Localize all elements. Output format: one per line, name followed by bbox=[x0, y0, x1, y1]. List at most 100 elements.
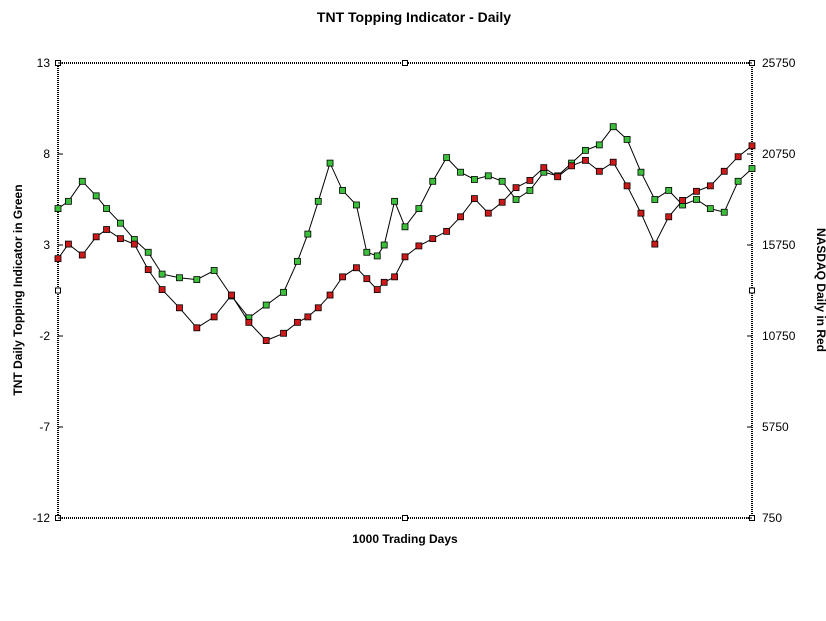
data-point bbox=[294, 318, 301, 326]
data-point bbox=[92, 233, 100, 241]
data-point bbox=[568, 162, 575, 170]
data-point bbox=[623, 182, 631, 190]
data-point bbox=[609, 158, 617, 166]
data-point bbox=[457, 168, 464, 176]
left-axis: 13 8 3 -2 -7 -12 bbox=[33, 56, 63, 525]
data-point bbox=[512, 196, 520, 203]
data-point bbox=[176, 304, 183, 312]
data-point bbox=[262, 301, 270, 309]
data-point bbox=[415, 242, 423, 250]
data-point bbox=[665, 213, 673, 221]
data-point bbox=[651, 240, 659, 248]
data-point bbox=[665, 186, 673, 194]
chart-title: TNT Topping Indicator - Daily bbox=[317, 9, 511, 25]
data-point bbox=[720, 208, 728, 216]
data-point bbox=[92, 192, 100, 200]
data-point bbox=[623, 136, 631, 143]
y2-tick-label: 5750 bbox=[762, 420, 789, 434]
data-point bbox=[54, 255, 62, 263]
frame-handle bbox=[749, 287, 755, 294]
data-point bbox=[363, 275, 371, 283]
data-point bbox=[457, 213, 464, 221]
data-point bbox=[158, 270, 166, 278]
data-point bbox=[314, 197, 322, 205]
data-point bbox=[401, 223, 409, 231]
data-point bbox=[326, 159, 334, 167]
y-axis-label: TNT Daily Topping Indicator in Green bbox=[11, 184, 25, 395]
y2-tick-label: 750 bbox=[762, 511, 782, 525]
data-point bbox=[78, 177, 86, 185]
data-point bbox=[720, 167, 728, 175]
y2-tick-label: 25750 bbox=[762, 56, 796, 70]
data-point bbox=[117, 235, 124, 243]
data-point bbox=[339, 186, 346, 194]
data-point bbox=[228, 291, 235, 299]
data-point bbox=[734, 153, 742, 161]
y-tick-label: -2 bbox=[39, 329, 50, 343]
data-point bbox=[748, 165, 756, 172]
data-point bbox=[304, 313, 312, 321]
data-point bbox=[470, 176, 478, 183]
x-axis-label: 1000 Trading Days bbox=[352, 532, 458, 546]
data-point bbox=[176, 274, 183, 282]
data-point bbox=[498, 198, 506, 206]
data-point bbox=[380, 278, 388, 286]
frame-handle bbox=[55, 287, 61, 294]
data-point bbox=[280, 288, 287, 296]
data-point bbox=[526, 186, 534, 194]
data-point bbox=[429, 235, 437, 243]
data-point bbox=[526, 176, 534, 184]
data-point bbox=[117, 219, 124, 227]
data-point bbox=[314, 304, 322, 312]
data-point bbox=[353, 264, 360, 272]
y-tick-label: -12 bbox=[33, 511, 51, 525]
data-point bbox=[706, 205, 714, 213]
data-point bbox=[498, 177, 506, 185]
data-point bbox=[363, 248, 371, 256]
y2-axis-label: NASDAQ Daily in Red bbox=[814, 228, 826, 352]
data-point bbox=[679, 197, 686, 204]
data-point bbox=[339, 273, 346, 281]
data-point bbox=[210, 267, 218, 274]
series-line bbox=[57, 145, 753, 342]
data-point bbox=[484, 209, 492, 217]
y-tick-label: 3 bbox=[43, 238, 50, 252]
data-point bbox=[353, 201, 360, 209]
data-point bbox=[693, 196, 700, 203]
y-tick-label: 13 bbox=[37, 56, 51, 70]
data-point bbox=[262, 337, 270, 344]
data-point bbox=[280, 329, 287, 337]
data-point bbox=[540, 164, 548, 172]
data-point bbox=[706, 182, 714, 190]
data-point bbox=[193, 276, 201, 283]
data-point bbox=[651, 196, 659, 203]
data-point bbox=[429, 177, 437, 185]
data-point bbox=[554, 173, 562, 181]
data-point bbox=[443, 227, 451, 235]
data-point bbox=[380, 241, 388, 249]
data-point bbox=[734, 177, 742, 185]
series-nasdaq bbox=[54, 142, 756, 344]
data-point bbox=[130, 240, 138, 248]
data-point bbox=[748, 142, 756, 150]
data-point bbox=[693, 187, 700, 195]
data-point bbox=[144, 248, 152, 256]
series-tnt-indicator bbox=[54, 123, 756, 322]
data-point bbox=[582, 156, 589, 164]
data-point bbox=[245, 318, 253, 326]
data-point bbox=[582, 146, 589, 154]
data-point bbox=[595, 167, 603, 175]
data-point bbox=[304, 230, 312, 238]
data-point bbox=[373, 286, 381, 293]
y2-tick-label: 10750 bbox=[762, 329, 796, 343]
data-point bbox=[65, 197, 72, 205]
data-point bbox=[103, 205, 110, 213]
data-point bbox=[609, 123, 617, 131]
data-point bbox=[193, 324, 201, 332]
series-layer bbox=[54, 123, 756, 344]
y2-tick-label: 20750 bbox=[762, 147, 796, 161]
data-point bbox=[391, 197, 398, 205]
right-axis: 25750 20750 15750 10750 5750 750 bbox=[747, 56, 796, 525]
data-point bbox=[443, 154, 451, 162]
